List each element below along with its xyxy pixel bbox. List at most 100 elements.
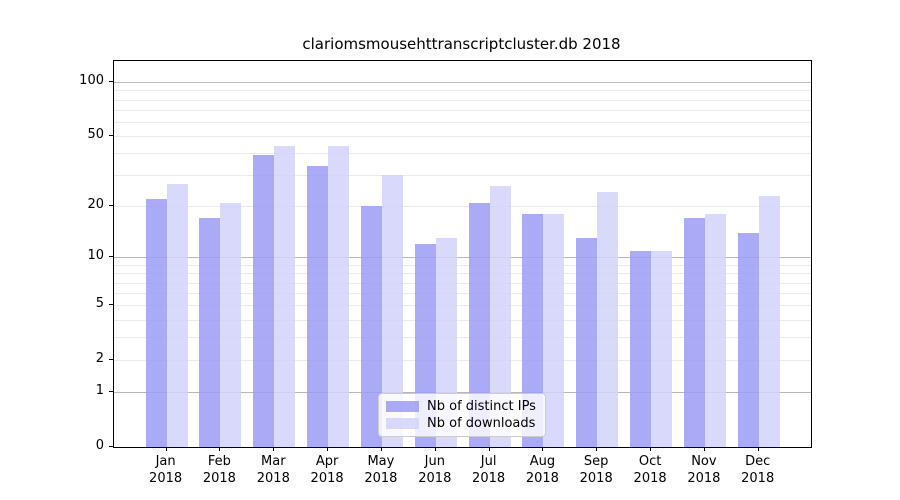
chart-title: clariomsmousehttranscriptcluster.db 2018 [302,35,621,53]
bar-may-downloads [381,175,403,447]
x-label-year: 2018 [579,471,613,486]
gridline-80 [114,99,811,101]
legend-swatch-distinct-ips [386,401,419,412]
bar-feb-downloads [220,202,242,447]
x-tick-label-jun: Jun 2018 [403,453,467,487]
bar-mar-downloads [274,146,296,447]
gridline-60 [114,121,811,123]
x-label-year: 2018 [364,471,398,486]
x-label-year: 2018 [202,471,236,486]
gridline-100 [114,82,811,83]
y-tick-10 [109,256,114,258]
x-tick-label-nov: Nov 2018 [672,453,736,487]
bar-oct-downloads [651,250,673,447]
bar-nov-downloads [704,214,726,447]
y-tick-label-1: 1 [95,383,104,399]
y-tick-label-20: 20 [87,197,104,213]
legend-item-distinct-ips: Nb of distinct IPs [386,399,538,414]
x-label-month: Sep [583,454,609,469]
bars-layer [114,61,811,447]
bar-jul-distinct-ips [468,202,490,447]
y-tick-2 [109,359,114,361]
gridline-40 [114,153,811,155]
x-label-year: 2018 [256,471,290,486]
gridline-7 [114,282,811,284]
x-tick-label-jul: Jul 2018 [457,453,521,487]
gridline-20 [114,206,811,208]
x-tick-jun [434,447,436,451]
legend: Nb of distinct IPs Nb of downloads [378,393,546,437]
plot-area: Nb of distinct IPs Nb of downloads [113,60,812,448]
x-tick-may [380,447,382,451]
y-tick-5 [109,304,114,306]
bar-oct-distinct-ips [630,250,652,447]
x-tick-apr [327,447,329,451]
x-tick-jan [165,447,167,451]
gridline-6 [114,293,811,295]
bar-may-distinct-ips [360,206,382,447]
bar-aug-distinct-ips [522,214,544,447]
gridline-8 [114,273,811,275]
x-label-month: Mar [261,454,286,469]
legend-label-distinct-ips: Nb of distinct IPs [427,399,536,414]
bar-dec-distinct-ips [737,232,759,447]
gridline-10 [114,257,811,259]
x-tick-feb [219,447,221,451]
x-tick-label-oct: Oct 2018 [618,453,682,487]
gridline-90 [114,90,811,92]
y-tick-label-2: 2 [95,351,104,367]
x-tick-jul [488,447,490,451]
bar-jul-downloads [489,186,511,447]
x-tick-dec [757,447,759,451]
legend-item-downloads: Nb of downloads [386,416,538,431]
gridline-3 [114,337,811,339]
x-tick-label-dec: Dec 2018 [726,453,790,487]
bar-apr-distinct-ips [307,165,329,447]
x-label-month: Dec [745,454,771,469]
x-tick-label-apr: Apr 2018 [295,453,359,487]
bar-apr-downloads [328,146,350,447]
y-tick-20 [109,205,114,207]
legend-swatch-downloads [386,418,419,429]
gridline-2 [114,360,811,362]
bar-jan-downloads [166,183,188,447]
gridline-9 [114,264,811,266]
x-label-month: Jun [424,454,445,469]
x-label-year: 2018 [633,471,667,486]
y-tick-label-10: 10 [87,248,104,264]
x-tick-label-may: May 2018 [349,453,413,487]
x-label-year: 2018 [687,471,721,486]
gridline-70 [114,109,811,111]
y-tick-label-0: 0 [95,438,104,453]
bar-nov-distinct-ips [683,218,705,447]
x-label-year: 2018 [472,471,506,486]
gridline-4 [114,319,811,321]
x-label-month: Oct [638,454,662,469]
bar-sep-downloads [597,192,619,447]
bar-jan-distinct-ips [145,199,167,447]
x-tick-oct [650,447,652,451]
x-label-month: Aug [529,454,556,469]
y-tick-100 [109,81,114,82]
x-tick-aug [542,447,544,451]
x-tick-label-sep: Sep 2018 [564,453,628,487]
x-tick-label-aug: Aug 2018 [510,453,574,487]
x-label-year: 2018 [149,471,183,486]
x-tick-label-jan: Jan 2018 [134,453,198,487]
x-tick-nov [703,447,705,451]
x-tick-label-feb: Feb 2018 [187,453,251,487]
gridline-50 [114,136,811,138]
gridline-30 [114,175,811,177]
bar-mar-distinct-ips [253,155,275,447]
x-label-month: Apr [315,454,339,469]
x-label-year: 2018 [741,471,775,486]
x-label-year: 2018 [310,471,344,486]
y-tick-1 [109,391,114,393]
x-label-month: Nov [691,454,717,469]
bar-sep-distinct-ips [576,238,598,447]
x-label-month: Jul [480,454,497,469]
x-tick-label-mar: Mar 2018 [241,453,305,487]
y-tick-label-50: 50 [87,127,104,143]
x-tick-mar [273,447,275,451]
gridline-1 [114,392,811,394]
